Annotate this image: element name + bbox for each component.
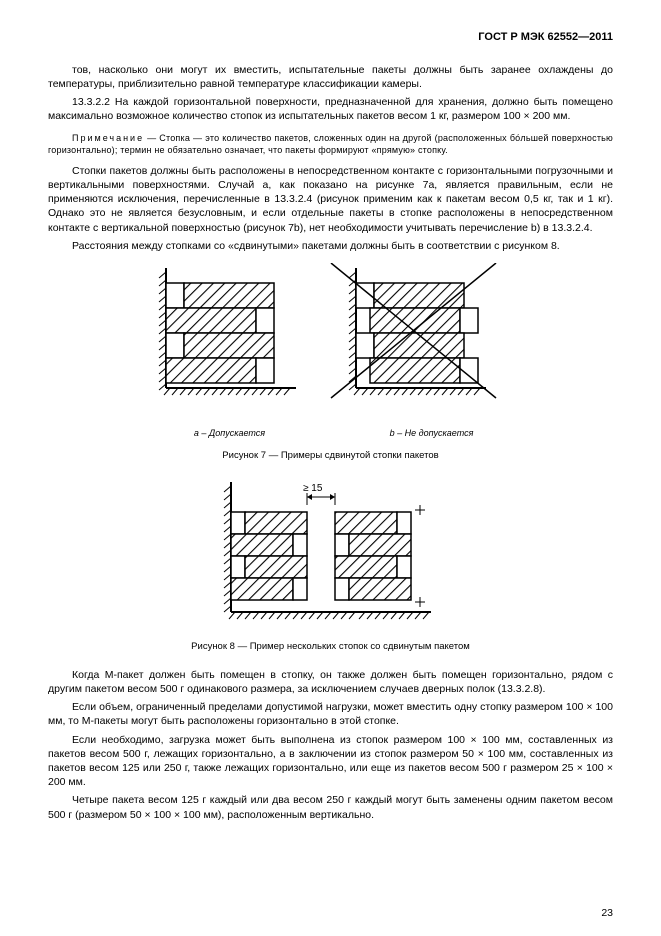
figure-8-caption: Рисунок 8 — Пример нескольких стопок со …: [48, 641, 613, 654]
figure-8-svg: ≥ 15: [201, 477, 461, 627]
paragraph: Когда М-пакет должен быть помещен в стоп…: [48, 668, 613, 696]
figure-7-sublabels: a – Допускается b – Не допускается: [129, 426, 533, 440]
paragraph: Расстояния между стопками со «сдвинутыми…: [48, 239, 613, 253]
page: ГОСТ Р МЭК 62552—2011 тов, насколько они…: [0, 0, 661, 936]
figure-7a-label: a – Допускается: [129, 426, 331, 440]
note: Примечание — Стопка — это количество пак…: [48, 132, 613, 156]
paragraph: Если объем, ограниченный пределами допус…: [48, 700, 613, 728]
page-number: 23: [601, 906, 613, 920]
figure-7: a – Допускается b – Не допускается: [48, 263, 613, 440]
paragraph: тов, насколько они могут их вместить, ис…: [48, 63, 613, 91]
svg-text:≥ 15: ≥ 15: [303, 483, 323, 494]
document-code: ГОСТ Р МЭК 62552—2011: [48, 30, 613, 45]
paragraph: Стопки пакетов должны быть расположены в…: [48, 164, 613, 235]
paragraph: Четыре пакета весом 125 г каждый или два…: [48, 793, 613, 821]
figure-7b-label: b – Не допускается: [331, 426, 533, 440]
figure-7-svg: [131, 263, 531, 418]
note-label: Примечание: [72, 133, 144, 143]
paragraph: Если необходимо, загрузка может быть вып…: [48, 733, 613, 790]
figure-8: ≥ 15: [48, 477, 613, 631]
paragraph: 13.3.2.2 На каждой горизонтальной поверх…: [48, 95, 613, 123]
figure-7-caption: Рисунок 7 — Примеры сдвинутой стопки пак…: [48, 450, 613, 463]
